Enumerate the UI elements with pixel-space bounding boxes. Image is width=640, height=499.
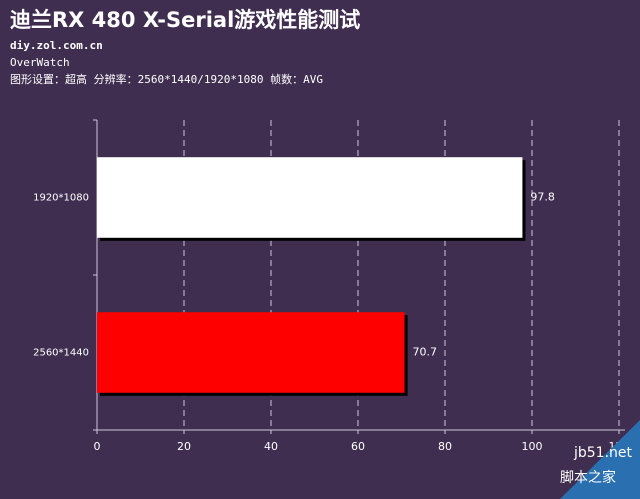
value-label: 70.7 [413, 346, 438, 359]
watermark-corner [560, 420, 640, 499]
x-tick-label: 0 [94, 440, 101, 453]
y-tick-label: 1920*1080 [33, 193, 89, 204]
watermark: jb51.net 脚本之家 [560, 420, 640, 499]
bar [97, 157, 523, 238]
x-tick-label: 40 [264, 440, 278, 453]
x-tick-label: 100 [522, 440, 543, 453]
value-label: 97.8 [530, 191, 555, 204]
x-tick-label: 20 [177, 440, 191, 453]
subtitle: 图形设置：超高 分辨率：2560*1440/1920*1080 帧数：AVG [10, 72, 323, 86]
y-tick-label: 2560*1440 [33, 348, 89, 359]
bar [97, 312, 405, 393]
watermark-text: 脚本之家 [560, 469, 616, 486]
subtitle: diy.zol.com.cn [10, 39, 103, 52]
subtitle: OverWatch [10, 56, 70, 69]
chart-title: 迪兰RX 480 X-Serial游戏性能测试 [10, 8, 360, 32]
x-tick-label: 80 [438, 440, 452, 453]
watermark-text: jb51.net [573, 445, 633, 461]
x-tick-label: 60 [351, 440, 365, 453]
